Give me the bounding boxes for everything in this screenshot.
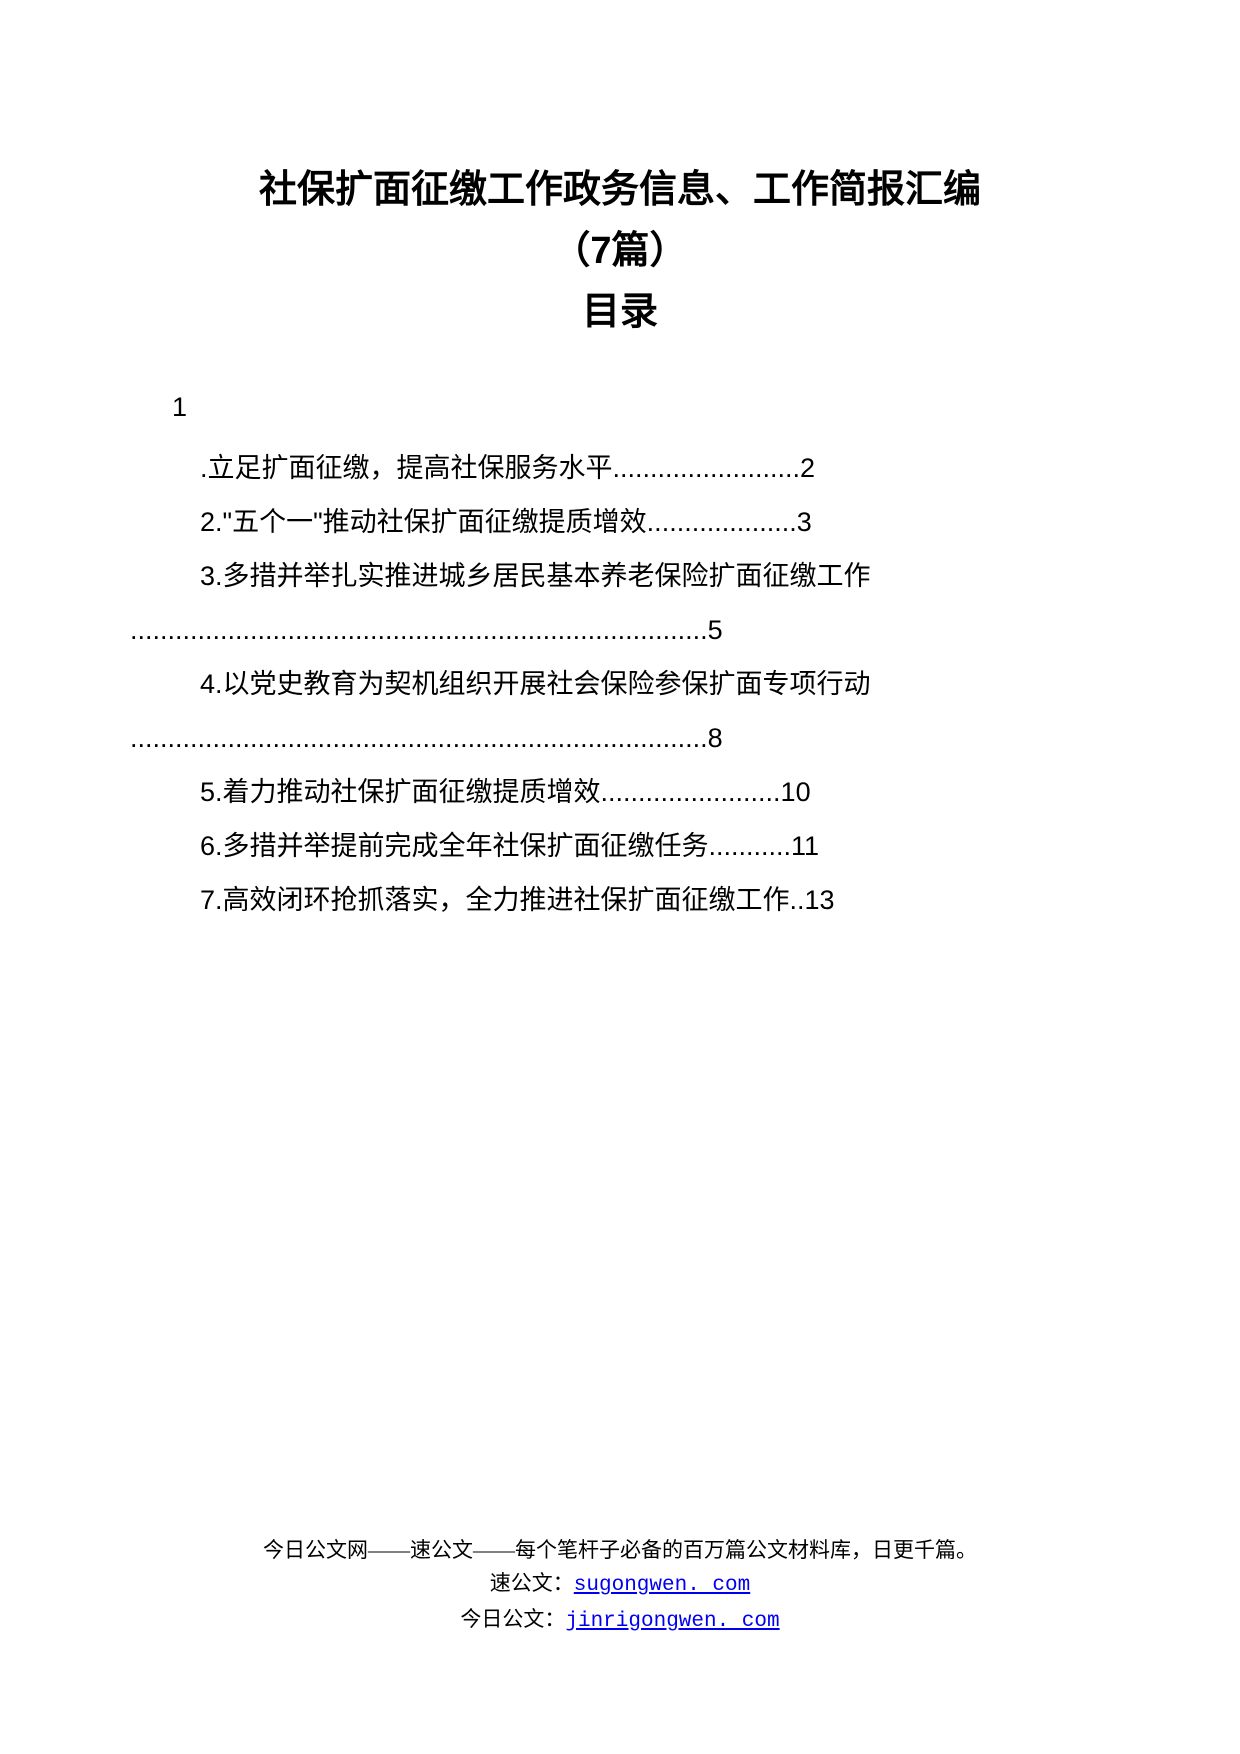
title-line-2: （7篇） xyxy=(130,221,1110,282)
title-line-3: 目录 xyxy=(130,282,1110,343)
title-line-1: 社保扩面征缴工作政务信息、工作简报汇编 xyxy=(130,160,1110,221)
toc-entry-4: 4.以党史教育为契机组织开展社会保险参保扩面专项行动 xyxy=(200,657,1110,711)
toc-entry-1: .立足扩面征缴，提高社保服务水平........................… xyxy=(200,441,1110,495)
footer-line-2: 速公文：sugongwen. com xyxy=(0,1568,1240,1602)
footer-line-3: 今日公文：jinrigongwen. com xyxy=(0,1604,1240,1638)
toc-entry-3: 3.多措并举扎实推进城乡居民基本养老保险扩面征缴工作 xyxy=(200,549,1110,603)
toc-leading-number: 1 xyxy=(172,392,1110,423)
footer-line-2-prefix: 速公文： xyxy=(490,1571,574,1595)
toc-entry-5: 5.着力推动社保扩面征缴提质增效........................… xyxy=(200,765,1110,819)
footer-link-2[interactable]: jinrigongwen. com xyxy=(565,1610,779,1633)
toc-entry-2: 2."五个一"推动社保扩面征缴提质增效....................3 xyxy=(200,495,1110,549)
toc-entries: .立足扩面征缴，提高社保服务水平........................… xyxy=(130,441,1110,927)
footer-link-1[interactable]: sugongwen. com xyxy=(574,1574,750,1597)
footer: 今日公文网——速公文——每个笔杆子必备的百万篇公文材料库，日更千篇。 速公文：s… xyxy=(0,1535,1240,1640)
toc-continue-2: ........................................… xyxy=(130,711,1110,765)
footer-line-3-prefix: 今日公文： xyxy=(460,1607,565,1631)
toc-entry-7: 7.高效闭环抢抓落实，全力推进社保扩面征缴工作..13 xyxy=(200,873,1110,927)
toc-entry-6: 6.多措并举提前完成全年社保扩面征缴任务...........11 xyxy=(200,819,1110,873)
title-block: 社保扩面征缴工作政务信息、工作简报汇编 （7篇） 目录 xyxy=(130,160,1110,342)
footer-line-1: 今日公文网——速公文——每个笔杆子必备的百万篇公文材料库，日更千篇。 xyxy=(0,1535,1240,1567)
page-container: 社保扩面征缴工作政务信息、工作简报汇编 （7篇） 目录 1 .立足扩面征缴，提高… xyxy=(0,0,1240,927)
toc-continue-1: ........................................… xyxy=(130,603,1110,657)
